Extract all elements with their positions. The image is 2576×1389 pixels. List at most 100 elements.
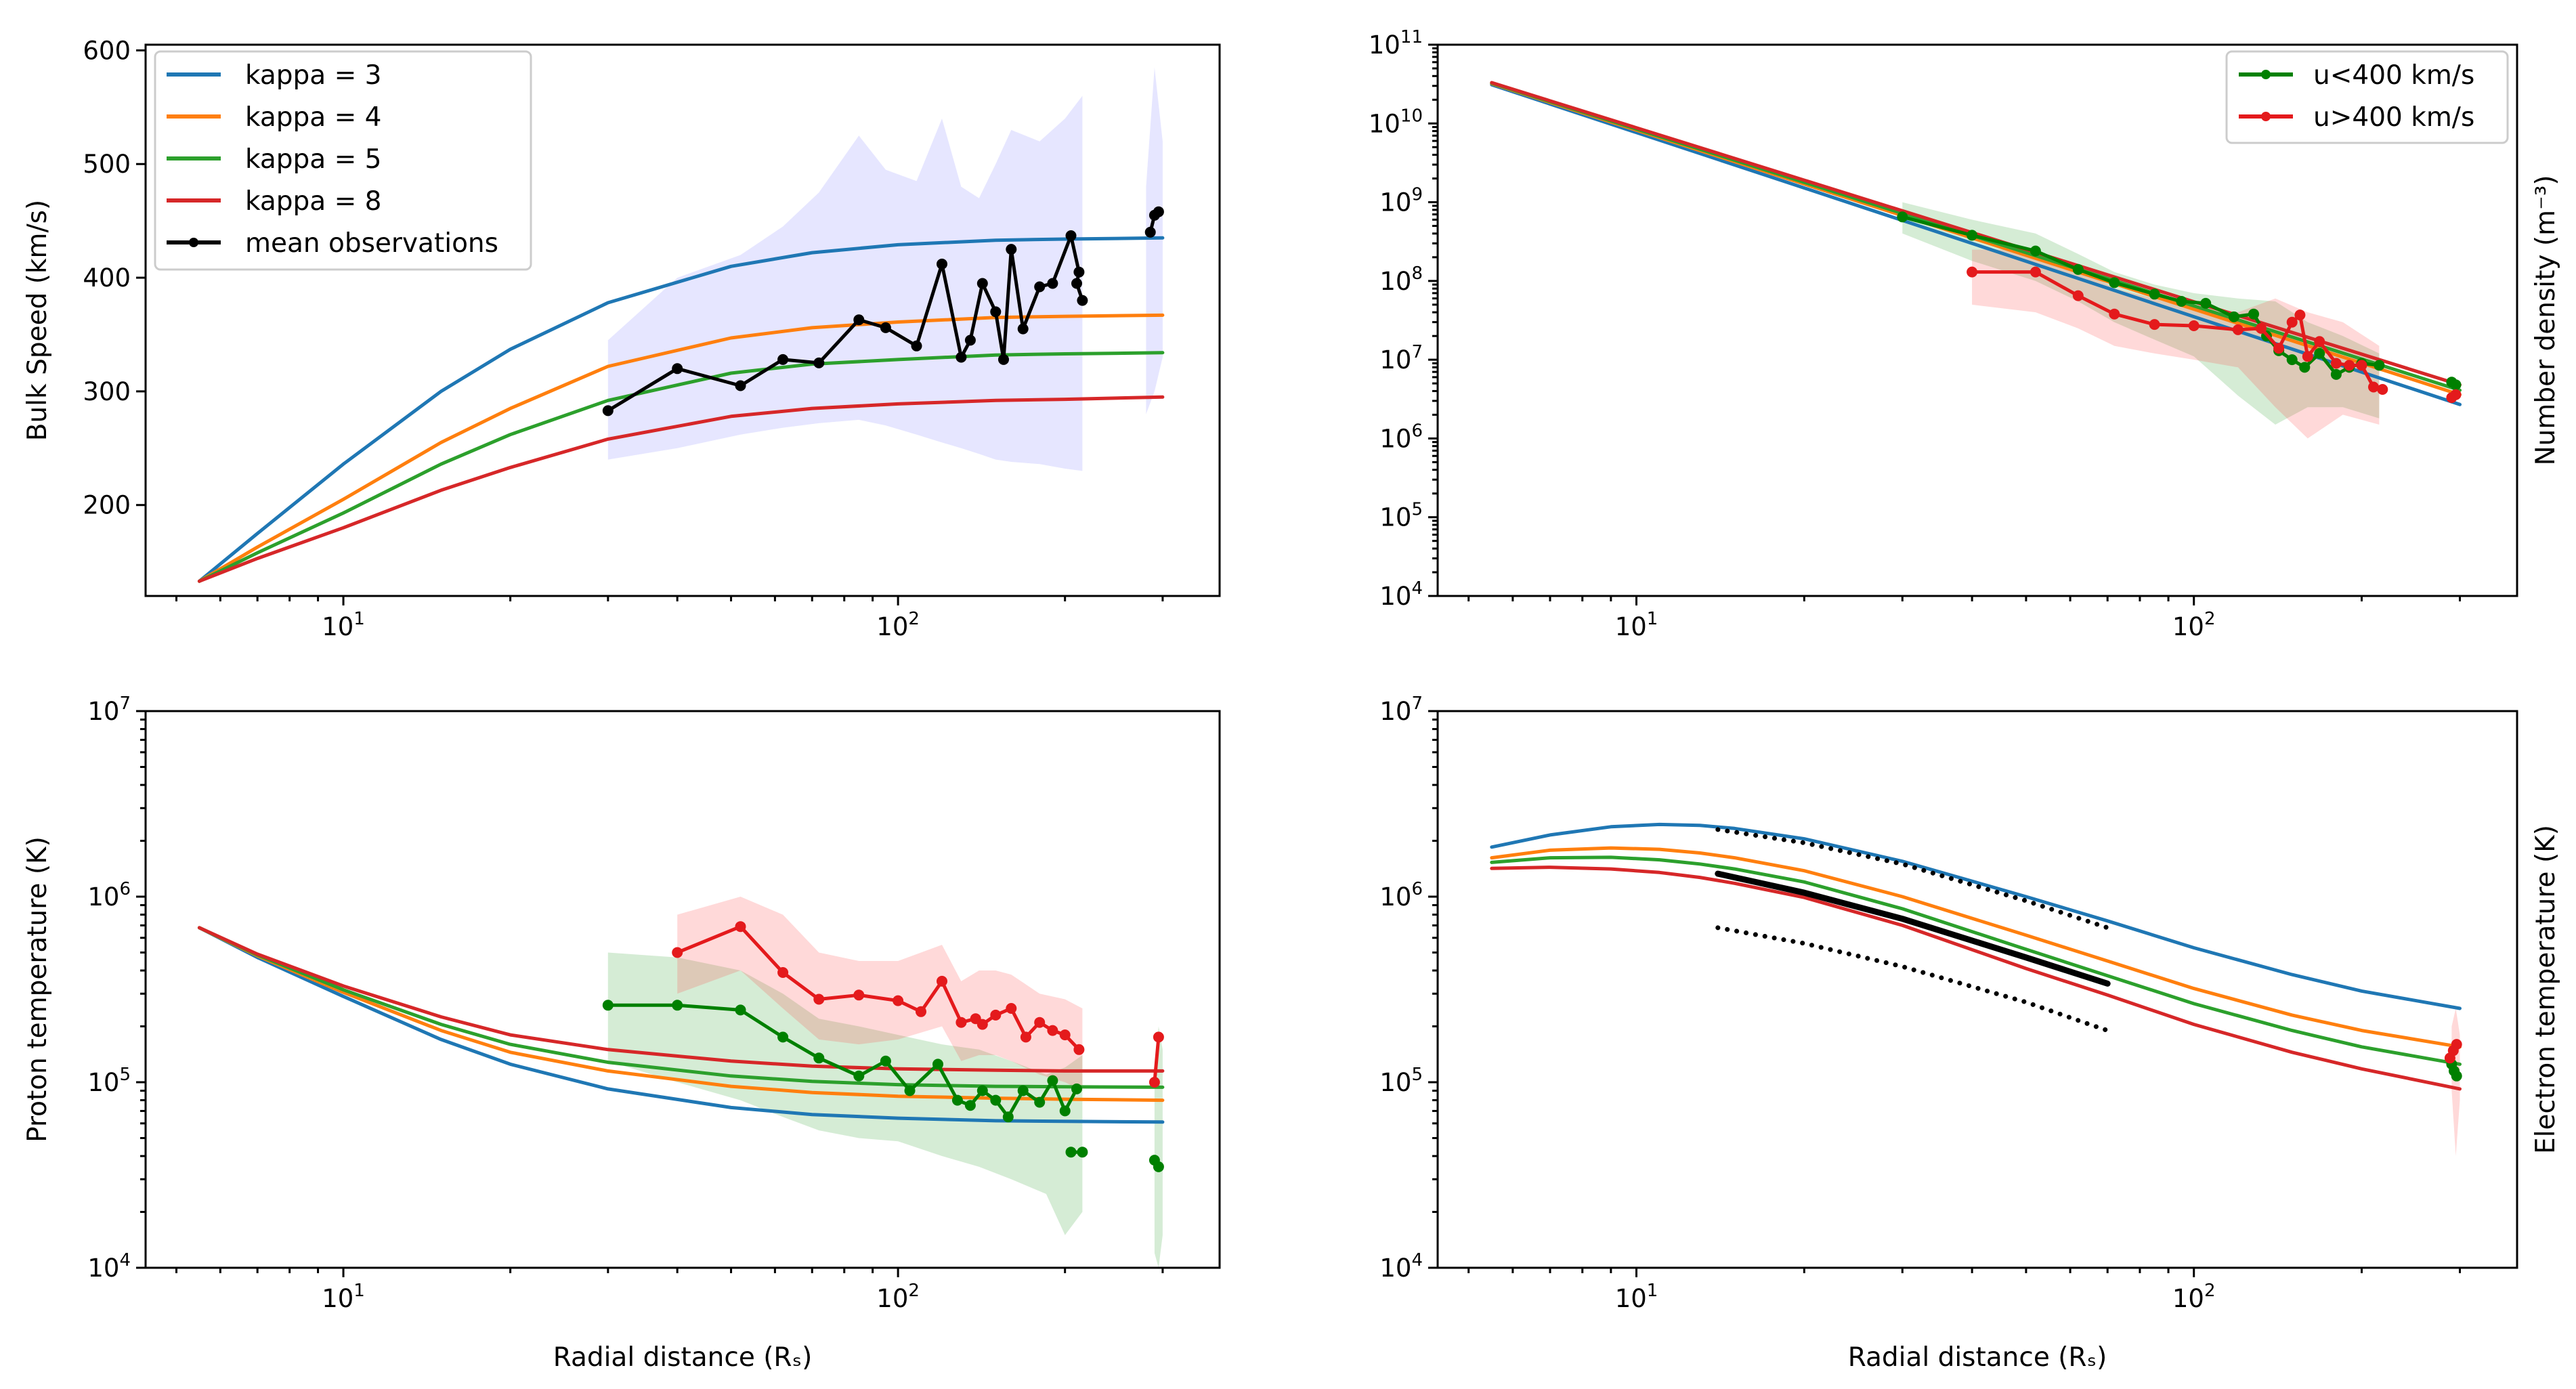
- marker-u-400-km-s: [2299, 362, 2311, 373]
- marker-u-400-km-s: [2286, 354, 2298, 366]
- marker-mean-observations: [880, 322, 891, 333]
- marker-u-400-km-s: [1020, 1031, 1031, 1043]
- marker-u-400-km-s: [602, 1000, 614, 1011]
- marker-u-400-km-s: [951, 1094, 963, 1106]
- marker-mean-observations: [998, 354, 1009, 365]
- marker-u-400-km-s: [2176, 296, 2187, 307]
- marker-u-400-km-s-far: [2451, 1070, 2462, 1082]
- axes-frame-proton-temperature: [144, 710, 1221, 1269]
- y-axis-label-proton-temperature: Proton temperature (K): [22, 836, 53, 1142]
- marker-u-400-km-s: [777, 967, 789, 978]
- marker-u-400-km-s: [880, 1055, 891, 1067]
- marker-mean-observations: [1006, 244, 1017, 255]
- marker-u-400-km-s: [853, 989, 865, 1001]
- x-axis-label-electron-temperature: Radial distance (Rₛ): [1848, 1342, 2107, 1373]
- series-mean-observations: [606, 234, 1084, 412]
- marker-u-400-km-s: [2314, 336, 2325, 347]
- y-tick-label: 500: [83, 150, 131, 179]
- marker-u-400-km-s: [735, 1004, 746, 1016]
- marker-u-400-km-s: [2072, 263, 2084, 275]
- marker-mean-observations: [937, 258, 947, 270]
- marker-u-400-km-s: [777, 1031, 789, 1043]
- marker-u-400-km-s: [735, 921, 746, 933]
- marker-mean-observations-far: [1144, 226, 1156, 238]
- marker-u-400-km-s: [964, 1100, 976, 1111]
- x-tick-label: 102: [2172, 1281, 2216, 1313]
- marker-u-400-km-s: [904, 1085, 916, 1096]
- series-observed-profile: [1715, 870, 2111, 987]
- marker-u-400-km-s-far: [2450, 379, 2462, 391]
- y-axis-label-number-density: Number density (m⁻³): [2531, 175, 2561, 465]
- marker-mean-observations: [735, 380, 746, 391]
- marker-u-400-km-s: [1006, 1003, 1017, 1014]
- series-kappa-3: [1490, 83, 2462, 406]
- marker-u-400-km-s: [937, 975, 947, 987]
- marker-u-400-km-s-far: [1153, 1161, 1164, 1172]
- marker-u-400-km-s-far: [2450, 389, 2462, 400]
- marker-u-400-km-s: [2200, 297, 2212, 309]
- series-kappa-5: [197, 351, 1165, 583]
- series-kappa-4: [1490, 846, 2462, 1049]
- marker-u-400-km-s: [2030, 245, 2041, 257]
- marker-u-400-km-s-tail: [1077, 1147, 1088, 1158]
- marker-mean-observations: [1065, 230, 1077, 241]
- band-obs-spread-far: [1146, 67, 1163, 414]
- marker-u-400-km-s: [2356, 360, 2367, 371]
- marker-u-400-km-s: [2109, 308, 2120, 320]
- axes-frame-bulk-speed: [144, 43, 1221, 597]
- marker-u-400-km-s: [813, 1052, 825, 1064]
- series-kappa-4: [197, 926, 1165, 1103]
- marker-u-400-km-s: [916, 1006, 926, 1017]
- series-u-400-km-s-far: [1153, 1035, 1161, 1084]
- marker-u-400-km-s: [1017, 1085, 1029, 1096]
- marker-u-400-km-s: [853, 1070, 865, 1082]
- marker-u-400-km-s: [2228, 311, 2239, 322]
- axes-frame-electron-temperature: [1436, 710, 2518, 1269]
- marker-u-400-km-s: [2302, 351, 2313, 362]
- marker-u-400-km-s: [672, 947, 683, 958]
- marker-u-400-km-s: [1073, 1044, 1085, 1055]
- marker-mean-observations: [956, 351, 967, 363]
- legend-bulk-speed: kappa = 3 kappa = 4 kappa = 5 kappa = 8 …: [154, 50, 532, 271]
- marker-u-400-km-s: [2188, 320, 2199, 331]
- marker-u-400-km-s: [2273, 343, 2285, 354]
- legend-marker-observations: [189, 238, 198, 247]
- marker-mean-observations: [853, 314, 865, 326]
- y-tick-label: 300: [83, 377, 131, 406]
- marker-u-400-km-s: [2374, 360, 2385, 371]
- marker-u-400-km-s: [932, 1059, 943, 1070]
- marker-u-400-km-s: [2149, 289, 2160, 300]
- marker-u-400-km-s: [2377, 384, 2388, 395]
- y-tick-label: 400: [83, 263, 131, 293]
- marker-u-400-km-s: [2330, 368, 2342, 380]
- marker-mean-observations: [1073, 266, 1085, 278]
- legend-label-observations: mean observations: [245, 228, 498, 259]
- series-kappa-8: [1490, 866, 2462, 1091]
- legend-label-kappa8: kappa = 8: [245, 186, 382, 217]
- marker-u-400-km-s: [2109, 277, 2120, 289]
- marker-u-400-km-s: [2330, 358, 2342, 369]
- marker-u-400-km-s-tail: [1065, 1147, 1077, 1158]
- marker-u-400-km-s: [1059, 1105, 1071, 1117]
- marker-u-400-km-s: [2314, 347, 2325, 359]
- legend-marker-slow: [2261, 70, 2271, 79]
- marker-u-400-km-s: [1047, 1025, 1058, 1036]
- y-tick-label: 200: [83, 491, 131, 520]
- legend-label-slow: u<400 km/s: [2313, 60, 2474, 91]
- marker-u-400-km-s: [2286, 316, 2298, 328]
- y-axis-label-electron-temperature: Electron temperature (K): [2531, 825, 2561, 1154]
- legend-label-kappa3: kappa = 3: [245, 60, 382, 91]
- series-kappa-3: [197, 236, 1165, 583]
- x-tick-label: 102: [876, 1281, 920, 1313]
- band-slow-spread: [1902, 202, 2380, 425]
- band-fast-spread: [677, 897, 1083, 1091]
- series-observed-upper-bound: [1715, 827, 2110, 931]
- marker-u-400-km-s: [2344, 360, 2355, 371]
- marker-mean-observations: [777, 354, 789, 365]
- marker-u-400-km-s: [990, 1009, 1002, 1021]
- marker-u-400-km-s: [2248, 308, 2259, 320]
- marker-u-400-km-s: [813, 993, 825, 1005]
